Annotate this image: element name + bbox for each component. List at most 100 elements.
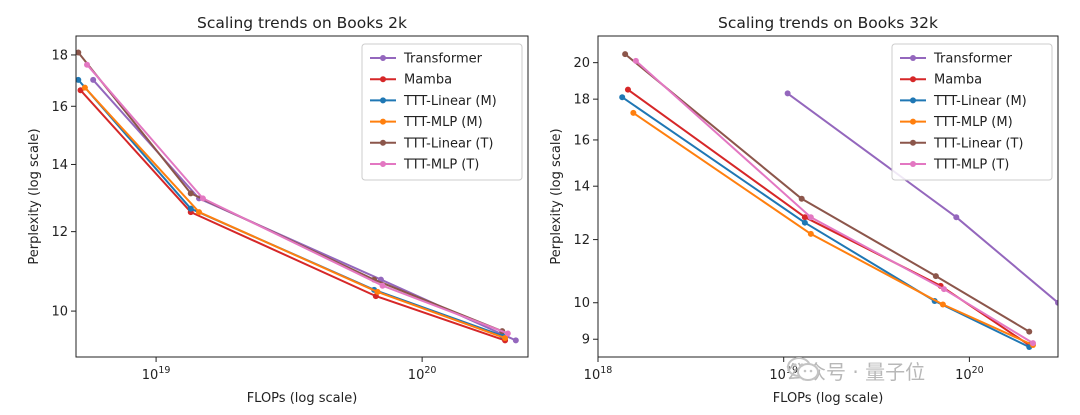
- series-point-ttt-mlp-t: [941, 286, 948, 293]
- chart-2: Scaling trends on Books 32k 9 10 12 14 16 18 20…: [549, 14, 1059, 406]
- y-tick-label: 14: [51, 158, 68, 173]
- legend-swatch-marker-ttt-linear-m: [910, 97, 916, 104]
- y-tick-label: 20: [573, 56, 590, 71]
- series-point-ttt-mlp-t: [1029, 340, 1036, 347]
- series-point-ttt-linear-t: [622, 51, 629, 58]
- legend-swatch-marker-transformer: [380, 55, 386, 61]
- series-point-transformer: [512, 337, 519, 344]
- series-point-mamba: [77, 87, 84, 94]
- series-point-mamba: [801, 214, 808, 221]
- series-point-ttt-mlp-m: [374, 288, 381, 295]
- legend-label-ttt-mlp-t: TTT-MLP (T): [933, 158, 1009, 173]
- y-tick-label: 12: [51, 225, 68, 240]
- series-point-ttt-linear-m: [187, 205, 194, 212]
- chart-title: Scaling trends on Books 32k: [718, 14, 938, 32]
- x-tick-label: 1020: [955, 365, 984, 383]
- series-point-transformer: [953, 214, 960, 221]
- series-line-ttt-mlp-m: [632, 112, 1034, 347]
- series-point-ttt-mlp-t: [632, 57, 639, 64]
- series-point-ttt-mlp-m: [630, 109, 637, 116]
- series-point-ttt-mlp-t: [807, 214, 814, 221]
- series-point-ttt-mlp-m: [81, 84, 88, 91]
- legend-label-ttt-linear-t: TTT-Linear (T): [933, 136, 1023, 151]
- legend-swatch-marker-mamba: [910, 76, 916, 83]
- series-line-ttt-mlp-m: [84, 86, 506, 340]
- series-point-ttt-mlp-m: [939, 301, 946, 308]
- series-point-ttt-mlp-t: [84, 61, 91, 68]
- y-axis-label: Perplexity (log scale): [27, 128, 42, 264]
- legend-label-ttt-linear-t: TTT-Linear (T): [403, 136, 493, 151]
- legend: Transformer Mamba TTT-Linear (M) TTT-MLP (M…: [361, 43, 523, 181]
- x-tick-label: 1018: [584, 365, 613, 383]
- legend-swatch-marker-ttt-mlp-t: [380, 161, 386, 167]
- x-tick-label: 1020: [408, 365, 437, 383]
- series-point-ttt-mlp-m: [502, 335, 509, 342]
- legend-label-transformer: Transformer: [933, 52, 1013, 67]
- series-point-ttt-mlp-m: [196, 209, 203, 216]
- legend-box: [361, 43, 523, 181]
- legend-label-mamba: Mamba: [934, 73, 982, 88]
- series-point-mamba: [624, 86, 631, 93]
- plot-frame: [597, 35, 1059, 358]
- series-point-ttt-mlp-m: [807, 230, 814, 237]
- series-point-ttt-linear-t: [1026, 328, 1033, 335]
- y-axis-label: Perplexity (log scale): [549, 128, 564, 264]
- series-point-ttt-linear-t: [798, 195, 805, 202]
- series-line-transformer: [787, 92, 1058, 304]
- legend-swatch-marker-ttt-mlp-t: [910, 161, 916, 167]
- series-point-ttt-mlp-t: [199, 195, 206, 202]
- y-tick-label: 16: [573, 133, 590, 148]
- legend-swatch-marker-ttt-mlp-m: [380, 118, 386, 125]
- series-line-ttt-linear-m: [621, 96, 1030, 348]
- chart-1: Scaling trends on Books 2k 10 12 14 16 18 1019…: [27, 14, 529, 406]
- series-point-ttt-mlp-t: [504, 330, 511, 337]
- series-point-ttt-mlp-t: [379, 282, 386, 289]
- x-axis-label: FLOPs (log scale): [773, 391, 884, 406]
- legend: Transformer Mamba TTT-Linear (M) TTT-MLP (M…: [891, 43, 1053, 181]
- series-point-transformer: [784, 90, 791, 97]
- legend-label-ttt-mlp-m: TTT-MLP (M): [403, 115, 483, 130]
- y-tick-label: 10: [51, 305, 68, 320]
- legend-label-ttt-linear-m: TTT-Linear (M): [933, 94, 1027, 109]
- legend-swatch-marker-ttt-linear-t: [910, 139, 916, 146]
- y-tick-label: 18: [51, 48, 68, 63]
- legend-box: [891, 43, 1053, 181]
- series-point-ttt-linear-m: [76, 76, 82, 83]
- x-tick-label: 1019: [142, 365, 171, 383]
- y-tick-label: 9: [582, 333, 590, 348]
- legend-swatch-marker-mamba: [380, 76, 386, 83]
- series-point-transformer: [1055, 299, 1058, 306]
- x-tick-label: 1019: [769, 365, 798, 383]
- series-point-ttt-linear-m: [619, 94, 626, 101]
- legend-label-transformer: Transformer: [403, 52, 483, 67]
- y-tick-label: 10: [573, 296, 590, 311]
- legend-label-mamba: Mamba: [404, 73, 452, 88]
- plot-frame: [75, 35, 529, 358]
- y-tick-label: 14: [573, 180, 590, 195]
- series-line-mamba: [79, 89, 506, 342]
- legend-swatch-marker-ttt-mlp-m: [910, 118, 916, 125]
- legend-label-ttt-linear-m: TTT-Linear (M): [403, 94, 497, 109]
- legend-label-ttt-mlp-t: TTT-MLP (T): [403, 158, 479, 173]
- legend-label-ttt-mlp-m: TTT-MLP (M): [933, 115, 1013, 130]
- legend-swatch-marker-ttt-linear-t: [380, 139, 386, 146]
- wechat-logo-icon: [787, 357, 819, 381]
- series-point-ttt-linear-t: [76, 49, 82, 56]
- y-tick-label: 16: [51, 100, 68, 115]
- legend-swatch-marker-ttt-linear-m: [380, 97, 386, 104]
- watermark: 公众号 · 量子位: [786, 356, 925, 385]
- series-point-ttt-linear-t: [932, 273, 939, 280]
- series-line-ttt-mlp-t: [635, 60, 1034, 344]
- series-point-ttt-linear-m: [801, 219, 808, 226]
- x-axis-label: FLOPs (log scale): [247, 391, 358, 406]
- series-point-transformer: [90, 76, 97, 83]
- y-tick-label: 12: [573, 233, 590, 248]
- series-point-ttt-linear-t: [187, 190, 194, 197]
- series-line-ttt-linear-t: [624, 53, 1030, 333]
- chart-title: Scaling trends on Books 2k: [197, 14, 407, 32]
- series-group: [76, 49, 519, 344]
- legend-swatch-marker-transformer: [910, 55, 916, 61]
- series-line-ttt-mlp-t: [86, 64, 509, 335]
